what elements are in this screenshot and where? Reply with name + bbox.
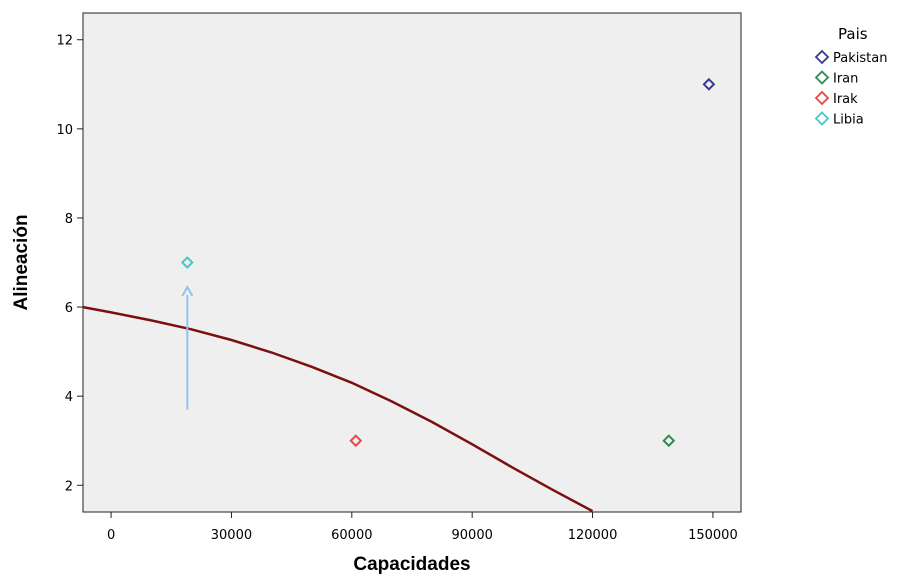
legend-marker-pakistan [814, 49, 830, 65]
point-pakistan [702, 77, 716, 91]
y-axis-title: Alineación [11, 214, 32, 310]
fit-curve [82, 305, 594, 513]
y-tick-label: 10 [56, 123, 73, 138]
x-tick-label: 90000 [452, 528, 493, 543]
point-libia [180, 256, 194, 269]
x-tick-label: 120000 [568, 528, 618, 543]
legend-marker-libia [814, 111, 830, 126]
y-tick-label: 2 [65, 479, 73, 494]
legend-marker-iran [814, 70, 830, 85]
legend-label: Pakistan [833, 51, 887, 66]
legend-marker-irak [814, 90, 830, 106]
x-tick-label: 0 [107, 528, 115, 543]
x-tick-label: 150000 [688, 528, 738, 543]
x-tick-label: 60000 [331, 528, 372, 543]
point-irak [349, 434, 363, 448]
x-axis-title: Capacidades [353, 554, 470, 575]
legend-title: Pais [838, 25, 868, 43]
legend-label: Iran [833, 72, 858, 87]
arrow-head [181, 284, 194, 297]
x-tick-label: 30000 [211, 528, 252, 543]
y-tick-label: 6 [65, 301, 73, 316]
y-axis: 2 4 6 8 10 12 [56, 34, 83, 494]
point-iran [662, 434, 676, 448]
legend: Pais Pakistan Iran Irak Libia [814, 25, 887, 128]
legend-label: Libia [833, 113, 864, 128]
y-tick-label: 8 [65, 212, 73, 227]
y-tick-label: 12 [56, 34, 73, 49]
legend-label: Irak [833, 92, 858, 107]
x-axis: 0 30000 60000 90000 120000 150000 [107, 512, 738, 543]
y-tick-label: 4 [65, 390, 73, 405]
